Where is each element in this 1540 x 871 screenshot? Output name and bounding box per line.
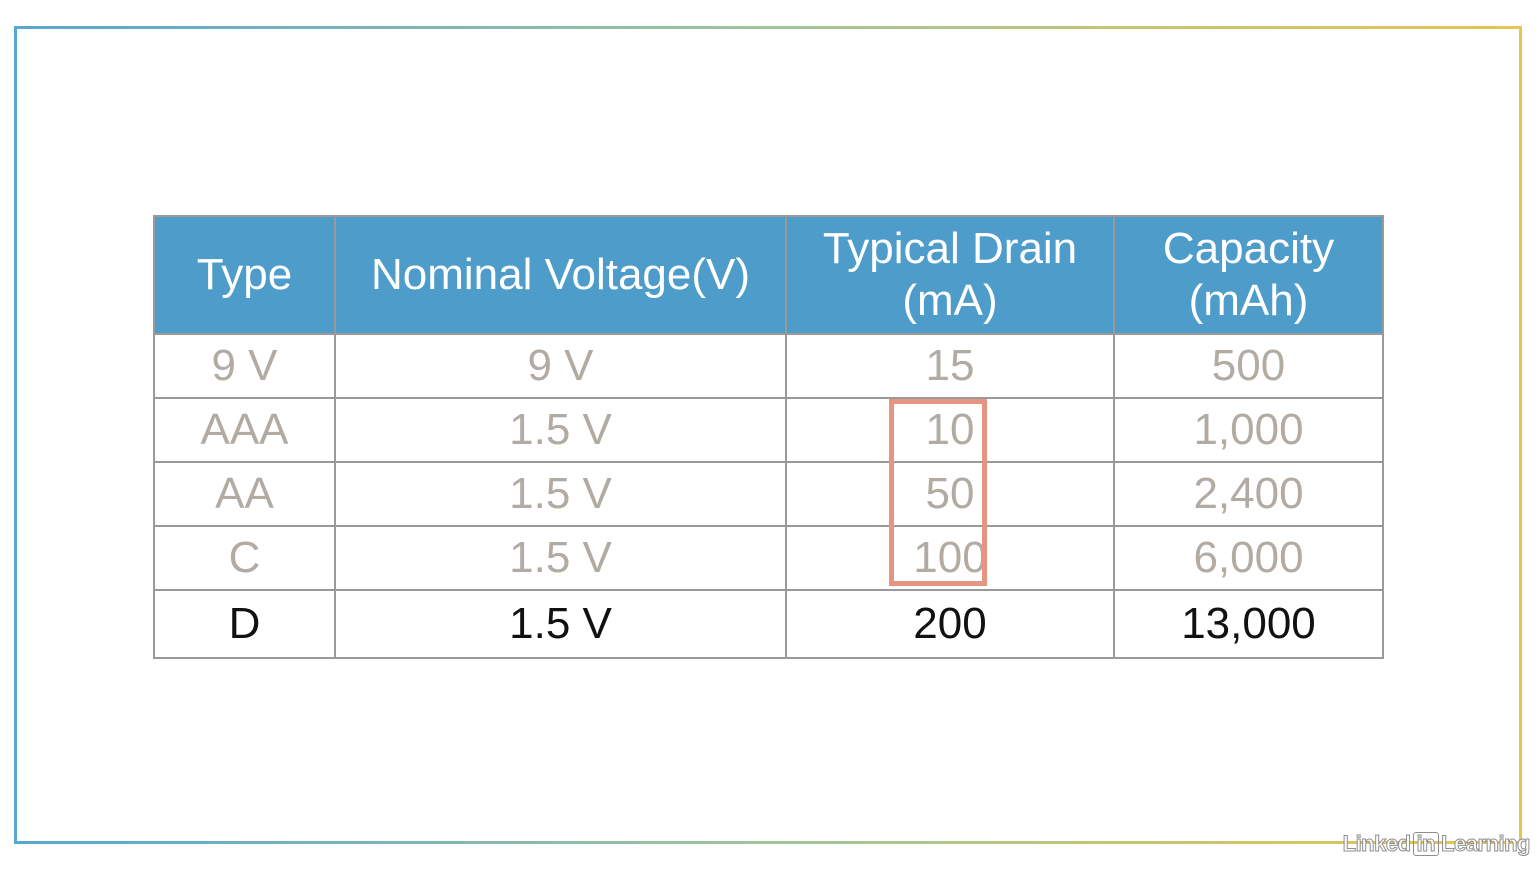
cell-voltage: 1.5 V: [334, 397, 787, 463]
table-row: 9 V 9 V 15 500: [153, 333, 1384, 399]
cell-capacity: 500: [1113, 333, 1384, 399]
battery-table: Type Nominal Voltage(V) Typical Drain (m…: [153, 215, 1384, 659]
cell-drain: 10: [785, 397, 1115, 463]
cell-voltage: 1.5 V: [334, 461, 787, 527]
cell-drain: 200: [785, 589, 1115, 659]
table-row: C 1.5 V 100 6,000: [153, 525, 1384, 591]
watermark-linked: Linked: [1342, 831, 1411, 857]
cell-type: C: [153, 525, 336, 591]
header-capacity-unit: (mAh): [1188, 276, 1309, 325]
header-typical-drain-unit: (mA): [902, 276, 998, 325]
linkedin-learning-watermark: Linked in Learning: [1342, 831, 1531, 857]
header-row: Type Nominal Voltage(V) Typical Drain (m…: [153, 215, 1384, 335]
header-capacity: Capacity (mAh): [1113, 215, 1384, 335]
table-row: AAA 1.5 V 10 1,000: [153, 397, 1384, 463]
table-row-emphasized: D 1.5 V 200 13,000: [153, 589, 1384, 659]
watermark-in: in: [1412, 832, 1440, 856]
cell-voltage: 1.5 V: [334, 525, 787, 591]
header-typical-drain-label: Typical Drain: [822, 224, 1078, 273]
cell-capacity: 6,000: [1113, 525, 1384, 591]
cell-capacity: 1,000: [1113, 397, 1384, 463]
header-nominal-voltage-label: Nominal Voltage(V): [370, 250, 751, 299]
cell-voltage: 9 V: [334, 333, 787, 399]
cell-type: AAA: [153, 397, 336, 463]
cell-type: 9 V: [153, 333, 336, 399]
header-type: Type: [153, 215, 336, 335]
cell-voltage: 1.5 V: [334, 589, 787, 659]
cell-drain: 100: [785, 525, 1115, 591]
header-typical-drain: Typical Drain (mA): [785, 215, 1115, 335]
cell-capacity: 13,000: [1113, 589, 1384, 659]
header-capacity-label: Capacity: [1162, 224, 1335, 273]
table-row: AA 1.5 V 50 2,400: [153, 461, 1384, 527]
cell-drain: 15: [785, 333, 1115, 399]
cell-type: D: [153, 589, 336, 659]
header-nominal-voltage: Nominal Voltage(V): [334, 215, 787, 335]
cell-type: AA: [153, 461, 336, 527]
watermark-learning: Learning: [1441, 831, 1531, 857]
cell-capacity: 2,400: [1113, 461, 1384, 527]
header-type-label: Type: [196, 250, 293, 299]
cell-drain: 50: [785, 461, 1115, 527]
